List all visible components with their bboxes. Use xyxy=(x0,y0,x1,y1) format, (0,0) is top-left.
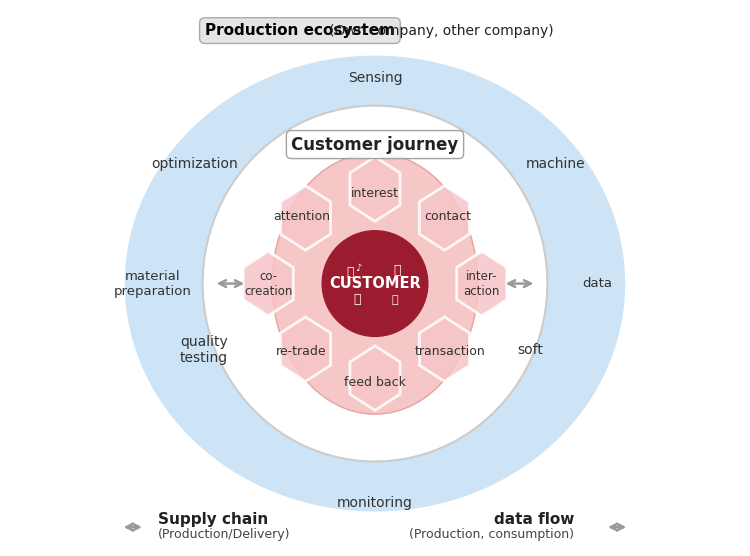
Text: data: data xyxy=(583,277,613,290)
Text: (Production/Delivery): (Production/Delivery) xyxy=(158,528,291,542)
Text: 🪑: 🪑 xyxy=(392,295,398,305)
Text: Production ecosystem: Production ecosystem xyxy=(205,23,395,38)
Text: 🙆: 🙆 xyxy=(353,292,361,306)
Text: data flow: data flow xyxy=(494,513,574,527)
Text: re-trade: re-trade xyxy=(276,345,327,358)
Text: Supply chain: Supply chain xyxy=(158,513,268,527)
Text: interest: interest xyxy=(351,187,399,200)
Text: quality
testing: quality testing xyxy=(180,335,228,365)
Text: feed back: feed back xyxy=(344,376,406,389)
Ellipse shape xyxy=(202,106,548,461)
Text: (Production, consumption): (Production, consumption) xyxy=(409,528,574,542)
Text: optimization: optimization xyxy=(151,157,238,171)
Polygon shape xyxy=(419,186,470,250)
Text: co-
creation: co- creation xyxy=(244,270,292,297)
Polygon shape xyxy=(419,317,470,381)
Text: (Own company, other company): (Own company, other company) xyxy=(329,23,554,38)
Text: monitoring: monitoring xyxy=(337,496,413,510)
Ellipse shape xyxy=(272,153,478,414)
Ellipse shape xyxy=(124,56,626,512)
Polygon shape xyxy=(243,251,293,316)
Text: soft: soft xyxy=(518,343,544,358)
Text: CUSTOMER: CUSTOMER xyxy=(329,276,421,291)
Circle shape xyxy=(322,231,428,336)
Text: 🖥: 🖥 xyxy=(346,266,354,279)
Text: Customer journey: Customer journey xyxy=(291,136,458,153)
Polygon shape xyxy=(350,157,400,221)
Polygon shape xyxy=(350,346,400,410)
Text: 📖: 📖 xyxy=(394,264,401,277)
Text: contact: contact xyxy=(424,210,471,224)
Polygon shape xyxy=(280,186,331,250)
Text: material
preparation: material preparation xyxy=(114,270,191,297)
Text: transaction: transaction xyxy=(415,345,485,358)
Text: ♪: ♪ xyxy=(356,263,362,273)
Text: machine: machine xyxy=(526,157,586,171)
Polygon shape xyxy=(280,317,331,381)
Text: inter-
action: inter- action xyxy=(464,270,500,297)
Polygon shape xyxy=(457,251,507,316)
Text: Sensing: Sensing xyxy=(348,71,402,85)
Text: attention: attention xyxy=(273,210,330,224)
